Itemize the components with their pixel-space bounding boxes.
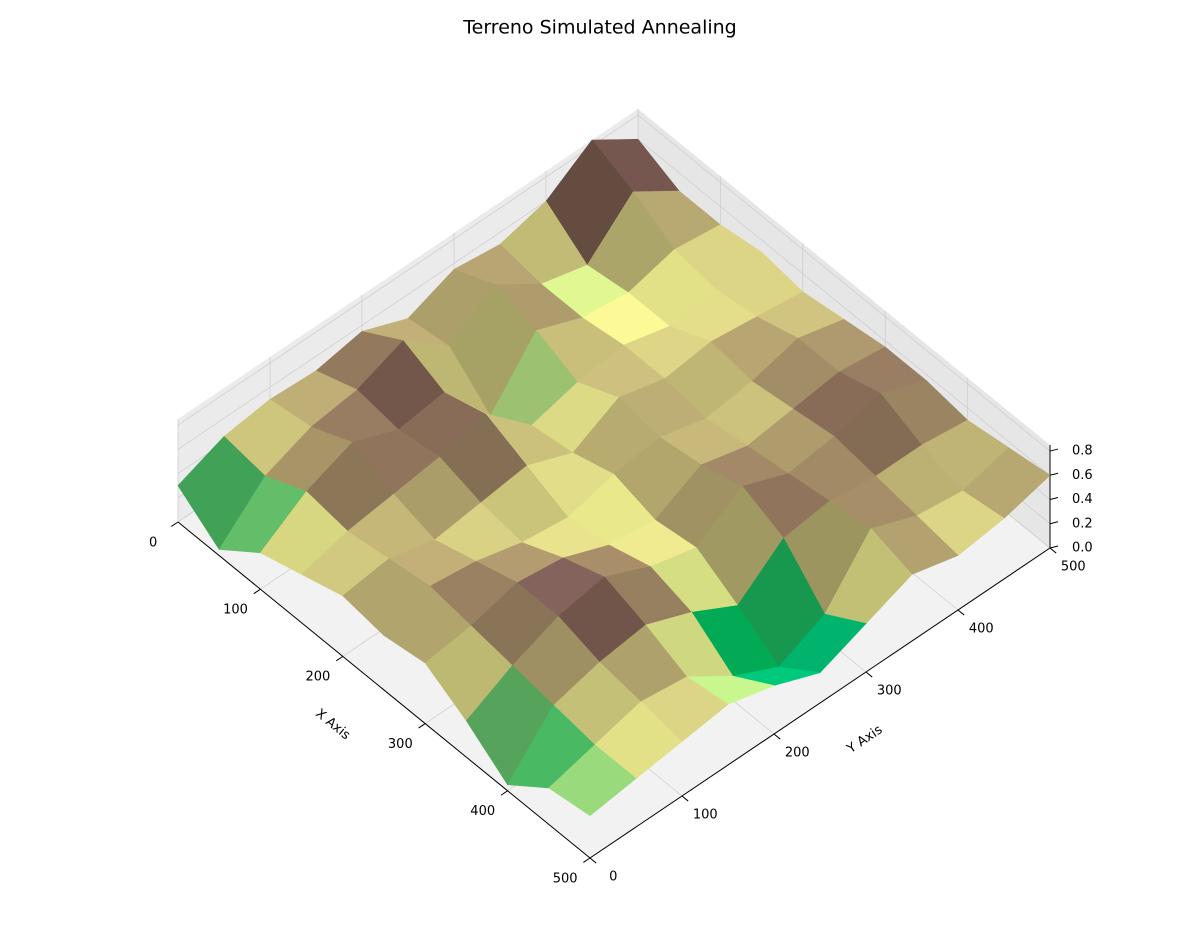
x-tick bbox=[583, 857, 591, 863]
x-tick-label: 0 bbox=[149, 535, 157, 550]
chart-title: Terreno Simulated Annealing bbox=[462, 17, 736, 39]
z-tick bbox=[1049, 472, 1059, 476]
y-tick bbox=[957, 609, 965, 616]
z-tick bbox=[1049, 448, 1059, 452]
x-tick bbox=[253, 588, 261, 595]
surface-facet bbox=[548, 744, 637, 816]
grid-line bbox=[177, 114, 639, 426]
y-tick bbox=[1049, 547, 1057, 554]
x-tick bbox=[335, 655, 344, 662]
x-axis-line bbox=[177, 521, 591, 859]
y-tick bbox=[681, 795, 689, 802]
y-tick-label: 500 bbox=[1061, 559, 1086, 574]
y-tick-label: 0 bbox=[609, 869, 617, 884]
z-tick-label: 0.6 bbox=[1072, 468, 1093, 483]
x-axis-label: X Axis bbox=[312, 706, 353, 743]
z-tick-label: 0.8 bbox=[1072, 444, 1093, 459]
y-tick bbox=[773, 733, 781, 740]
z-tick-label: 0.2 bbox=[1072, 516, 1093, 531]
y-axis-line bbox=[589, 547, 1051, 859]
grid-line bbox=[637, 114, 1051, 452]
y-tick-label: 200 bbox=[785, 745, 810, 760]
x-tick bbox=[418, 723, 426, 729]
z-tick-label: 0.0 bbox=[1072, 541, 1093, 556]
y-tick-label: 100 bbox=[693, 807, 718, 822]
y-axis-label: Y Axis bbox=[844, 722, 886, 757]
x-tick bbox=[500, 790, 508, 796]
z-tick bbox=[1049, 545, 1059, 549]
z-tick bbox=[1049, 521, 1059, 525]
x-tick-label: 200 bbox=[306, 670, 331, 685]
x-tick-label: 400 bbox=[470, 804, 495, 819]
z-tick-label: 0.4 bbox=[1072, 492, 1093, 507]
y-tick-label: 300 bbox=[877, 683, 902, 698]
x-tick-label: 100 bbox=[223, 602, 248, 617]
y-tick bbox=[865, 671, 873, 678]
x-tick bbox=[171, 521, 179, 527]
x-tick-label: 300 bbox=[388, 737, 413, 752]
z-tick bbox=[1049, 497, 1059, 501]
grid-line bbox=[637, 138, 1051, 476]
y-tick bbox=[589, 857, 597, 864]
y-tick-label: 400 bbox=[969, 621, 994, 636]
x-tick-label: 500 bbox=[553, 871, 578, 886]
